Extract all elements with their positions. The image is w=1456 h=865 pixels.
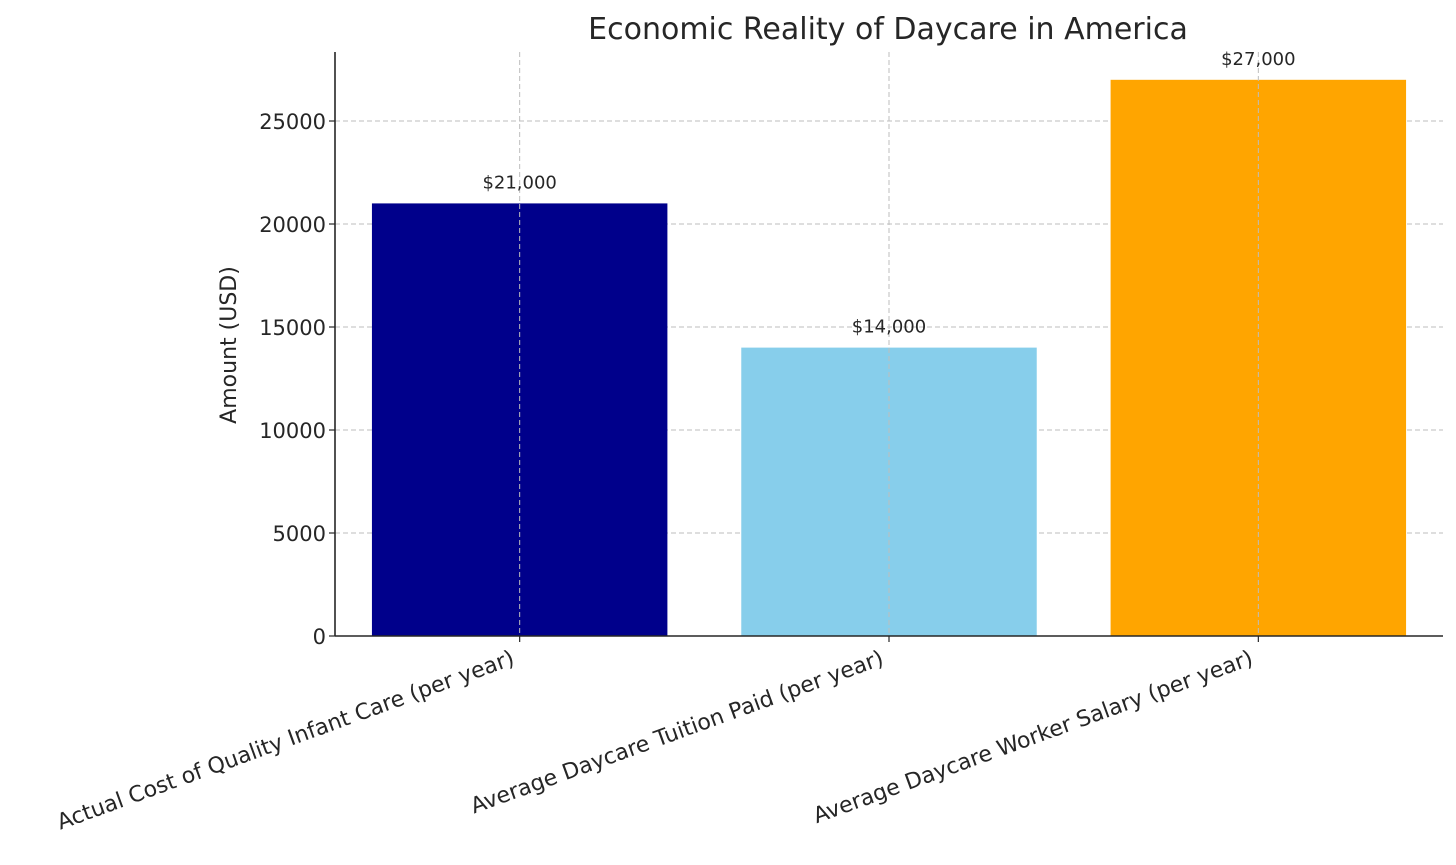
x-tick-label: Average Daycare Worker Salary (per year) <box>810 646 1256 829</box>
x-tick-label: Average Daycare Tuition Paid (per year) <box>468 646 888 819</box>
data-label: $14,000 <box>852 317 926 338</box>
y-axis-label: Amount (USD) <box>217 266 242 424</box>
chart-title: Economic Reality of Daycare in America <box>588 12 1188 47</box>
y-tick-label: 20000 <box>259 213 326 237</box>
bar <box>371 203 668 636</box>
y-tick-label: 5000 <box>273 522 326 546</box>
y-tick-label: 10000 <box>259 419 326 443</box>
data-labels: $21,000 $14,000 $27,000 <box>482 49 1296 636</box>
y-tick-label: 15000 <box>259 316 326 340</box>
y-tick-label: 25000 <box>259 110 326 134</box>
data-label: $21,000 <box>482 172 556 193</box>
x-tick-label: Actual Cost of Quality Infant Care (per … <box>54 646 518 835</box>
data-label: $27,000 <box>1221 49 1295 70</box>
y-tick-label: 0 <box>313 625 326 649</box>
bar <box>741 347 1037 636</box>
